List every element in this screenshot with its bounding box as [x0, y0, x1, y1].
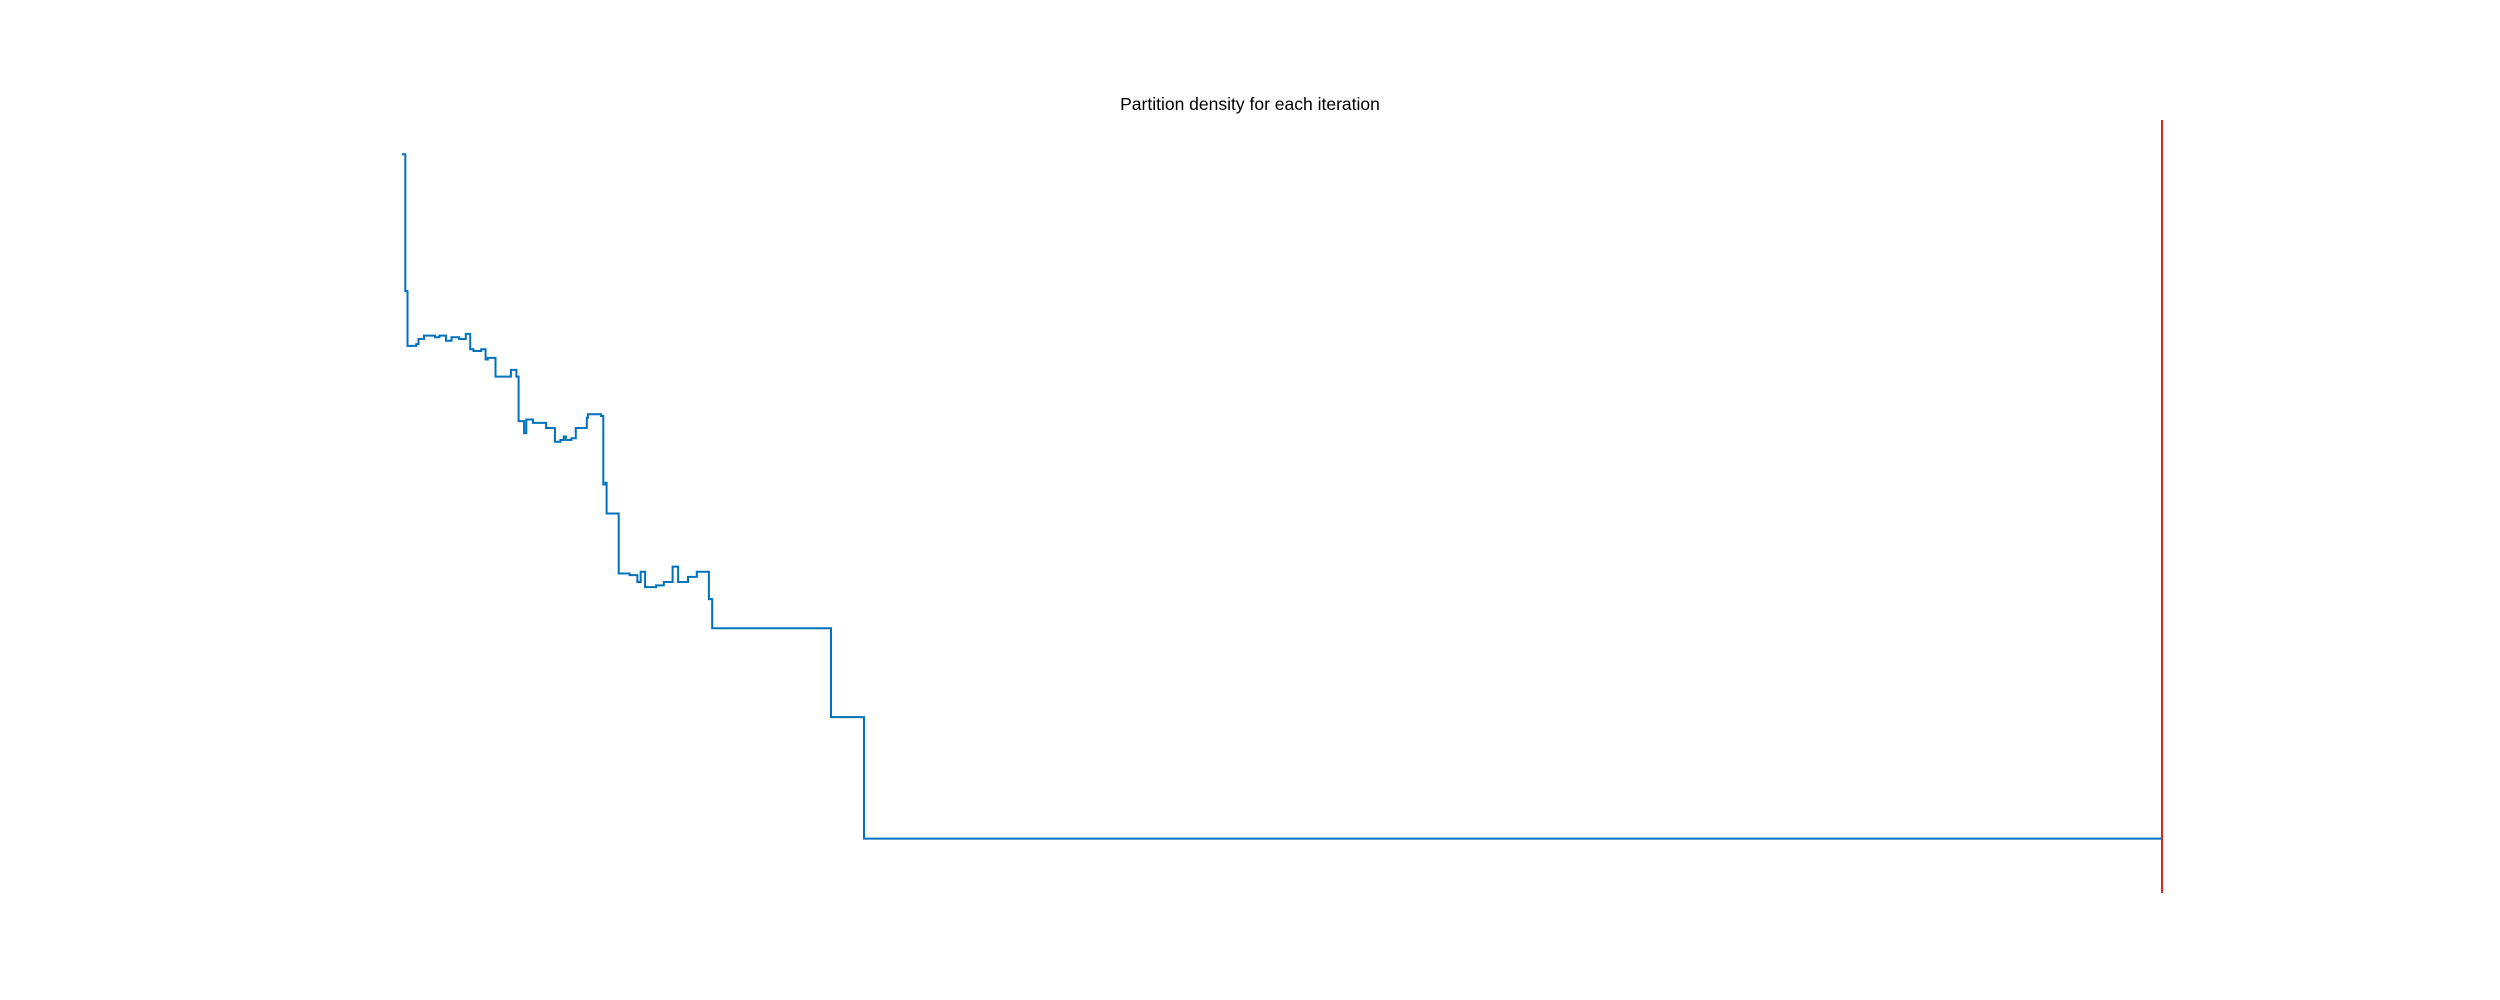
series-layer [402, 153, 2162, 840]
chart-title: Partition density for each iteration [1120, 94, 1380, 114]
series-line-1 [402, 153, 2162, 840]
